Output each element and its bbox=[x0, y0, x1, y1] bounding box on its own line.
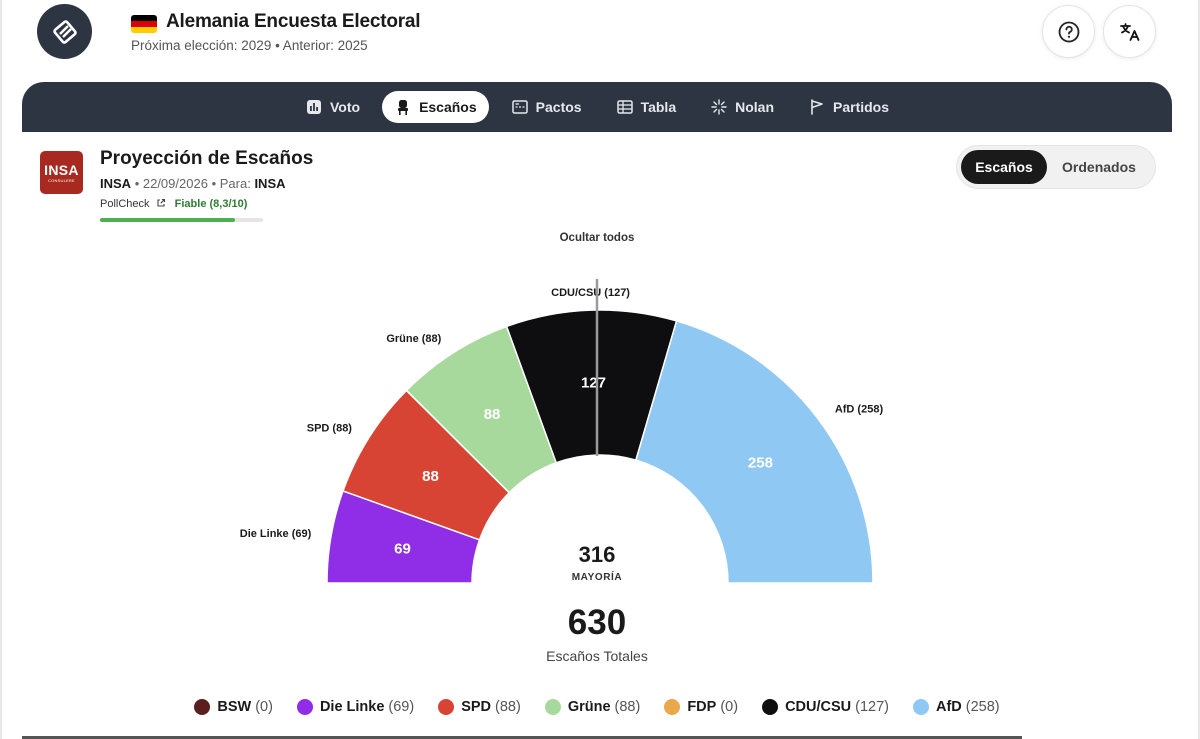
legend-item-cdu-csu[interactable]: CDU/CSU (127) bbox=[762, 699, 889, 715]
meta-separator: • bbox=[211, 176, 220, 191]
legend-seat-count: (88) bbox=[614, 699, 641, 715]
total-seats-label: Escaños Totales bbox=[546, 648, 648, 664]
flag-icon bbox=[811, 99, 823, 115]
legend-item-fdp[interactable]: FDP (0) bbox=[664, 699, 738, 715]
help-button[interactable] bbox=[1042, 5, 1095, 58]
reliability-bar-fill bbox=[100, 218, 236, 222]
pollster-logo-subtext: CONSULERE bbox=[48, 177, 75, 183]
tab-label: Pactos bbox=[535, 99, 582, 115]
party-outer-label: Grüne (88) bbox=[386, 333, 441, 345]
tab-pactos[interactable]: Pactos bbox=[499, 91, 594, 123]
pollster-name: INSA bbox=[100, 176, 132, 191]
pollcheck-link[interactable]: PollCheck bbox=[100, 198, 150, 210]
hide-all-button[interactable]: Ocultar todos bbox=[559, 232, 635, 244]
tab-label: Escaños bbox=[419, 99, 477, 115]
party-outer-label: Die Linke (69) bbox=[240, 528, 312, 540]
majority-value: 316 bbox=[578, 542, 616, 567]
legend-seat-count: (88) bbox=[495, 699, 521, 715]
legend-party-name: Grüne bbox=[567, 699, 611, 715]
toggle-escanos[interactable]: Escaños bbox=[961, 150, 1047, 184]
pacts-icon bbox=[511, 100, 528, 114]
legend-color-dot bbox=[438, 699, 455, 715]
legend-item-afd[interactable]: AfD (258) bbox=[912, 699, 1000, 715]
tab-label: Nolan bbox=[735, 99, 774, 115]
legend-color-dot bbox=[912, 699, 929, 715]
seat-value-label: 69 bbox=[394, 541, 411, 558]
help-icon bbox=[1058, 21, 1079, 42]
total-seats-value: 630 bbox=[567, 603, 627, 642]
legend-seat-count: (69) bbox=[388, 699, 415, 715]
tab-escanos[interactable]: Escaños bbox=[382, 91, 489, 123]
nolan-icon bbox=[711, 99, 727, 115]
legend-party-name: AfD bbox=[935, 699, 962, 715]
party-legend: BSW (0) Die Linke (69) SPD (88) Grüne (88) F… bbox=[0, 699, 1194, 715]
seat-arc-afd[interactable] bbox=[634, 320, 874, 584]
seat-value-label: 88 bbox=[422, 468, 439, 485]
majority-label: MAYORÍA bbox=[571, 572, 623, 583]
for-label: Para: bbox=[219, 176, 251, 191]
seat-icon bbox=[398, 100, 409, 115]
party-outer-label: AfD (258) bbox=[835, 403, 884, 415]
seat-value-label: 127 bbox=[581, 375, 606, 392]
translate-button[interactable] bbox=[1103, 5, 1156, 58]
tab-label: Tabla bbox=[640, 99, 677, 115]
election-subtitle: Próxima elección: 2029 • Anterior: 2025 bbox=[131, 38, 368, 53]
seat-hemicycle-chart: 69 Die Linke (69) 88 SPD (88) 88 Grüne (88) 12… bbox=[240, 279, 884, 584]
reliability-bar bbox=[100, 218, 263, 222]
tab-label: Partidos bbox=[833, 99, 890, 115]
tab-label: Voto bbox=[329, 99, 361, 115]
legend-color-dot bbox=[544, 699, 561, 715]
tab-nolan[interactable]: Nolan bbox=[698, 91, 786, 123]
reliability-rating: Fiable (8,3/10) bbox=[174, 198, 248, 210]
party-outer-label: SPD (88) bbox=[307, 423, 353, 435]
legend-party-name: Die Linke bbox=[319, 699, 385, 715]
legend-item-spd[interactable]: SPD (88) bbox=[438, 699, 521, 715]
toggle-ordenados[interactable]: Ordenados bbox=[1062, 159, 1136, 175]
legend-seat-count: (0) bbox=[255, 699, 273, 715]
legend-color-dot bbox=[296, 699, 313, 715]
legend-item-bsw[interactable]: BSW (0) bbox=[194, 699, 273, 715]
bottom-divider bbox=[22, 736, 1022, 739]
tab-voto[interactable]: Voto bbox=[293, 91, 372, 123]
view-toggle: Escaños Ordenados bbox=[956, 145, 1156, 189]
view-tabs: Voto Escaños Pactos Tabla Nolan Partidos bbox=[22, 82, 1172, 132]
table-icon bbox=[616, 100, 633, 114]
bar-chart-icon bbox=[306, 100, 321, 114]
pollster-logo: INSA CONSULERE bbox=[40, 151, 83, 194]
pollcheck-row: PollCheck Fiable (8,3/10) bbox=[100, 198, 247, 210]
legend-color-dot bbox=[664, 699, 681, 715]
external-link-icon[interactable] bbox=[156, 198, 166, 208]
party-outer-label: CDU/CSU (127) bbox=[551, 287, 630, 299]
legend-party-name: CDU/CSU bbox=[785, 699, 852, 715]
legend-color-dot bbox=[194, 699, 211, 715]
meta-separator: • bbox=[134, 176, 143, 191]
legend-seat-count: (127) bbox=[855, 699, 889, 715]
seat-value-label: 88 bbox=[484, 406, 501, 423]
legend-party-name: FDP bbox=[687, 699, 717, 715]
pollster-logo-text: INSA bbox=[44, 161, 79, 178]
legend-item-die-linke[interactable]: Die Linke (69) bbox=[296, 699, 415, 715]
legend-color-dot bbox=[762, 699, 779, 715]
germany-flag-icon bbox=[131, 15, 157, 33]
projection-meta: INSA • 22/09/2026 • Para: INSA bbox=[100, 176, 286, 191]
legend-item-grune[interactable]: Grüne (88) bbox=[544, 699, 641, 715]
ballot-logo-icon[interactable] bbox=[37, 4, 92, 59]
legend-seat-count: (0) bbox=[720, 699, 739, 715]
tab-partidos[interactable]: Partidos bbox=[796, 91, 901, 123]
legend-party-name: BSW bbox=[217, 699, 252, 715]
seat-value-label: 258 bbox=[748, 455, 773, 472]
poll-date: 22/09/2026 bbox=[142, 176, 208, 191]
legend-seat-count: (258) bbox=[965, 699, 1000, 715]
legend-party-name: SPD bbox=[461, 699, 492, 715]
app-title: Alemania Encuesta Electoral bbox=[166, 11, 421, 32]
tab-tabla[interactable]: Tabla bbox=[604, 91, 689, 123]
translate-icon bbox=[1119, 22, 1139, 41]
projection-title: Proyección de Escaños bbox=[100, 148, 314, 169]
poll-client: INSA bbox=[254, 176, 286, 191]
